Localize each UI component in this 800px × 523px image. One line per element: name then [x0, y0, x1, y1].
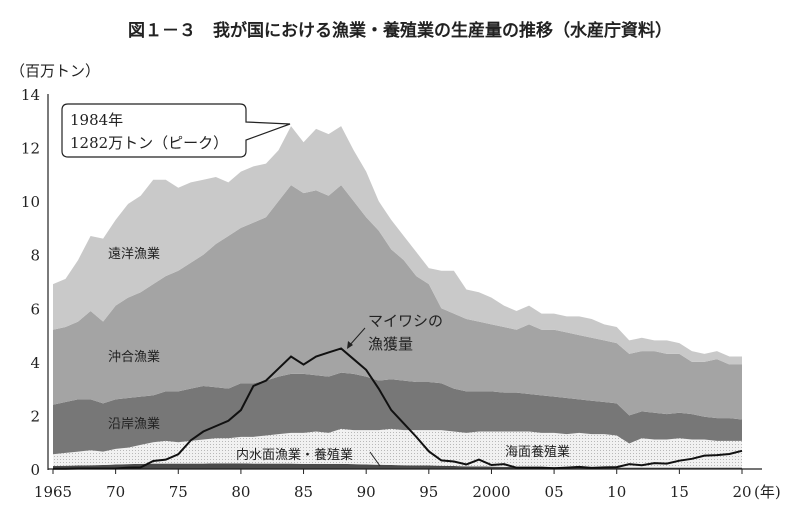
x-tick-label: 75: [169, 483, 188, 501]
y-tick-label: 6: [30, 300, 40, 318]
x-tick-label: 15: [670, 483, 689, 501]
x-tick-label: 20: [732, 483, 751, 501]
label-coastal-fishery: 沿岸漁業: [108, 416, 160, 432]
x-tick-label: 1965: [34, 483, 72, 501]
area-coastal: [53, 372, 742, 455]
peak-callout: 1984年 1282万トン（ピーク）: [61, 103, 291, 158]
y-tick-label: 2: [30, 407, 40, 425]
stacked-areas: [53, 126, 742, 469]
axes: 0 2 4 6 8 10 12 14 1965 70 75 80 85 90 95 2000 05 10 15 20(…: [21, 86, 781, 501]
sardine-line: [53, 347, 743, 470]
sardine-catch-line: [53, 347, 743, 470]
x-tick-label: 70: [106, 483, 125, 501]
sardine-arrow: [348, 327, 366, 347]
x-tick-label: 05: [545, 483, 564, 501]
label-marine-aquaculture: 海面養殖業: [505, 444, 570, 460]
x-tick-label: 85: [294, 483, 313, 501]
x-tick-label: 80: [231, 483, 250, 501]
x-tick-label: 2000: [472, 483, 510, 501]
x-tick-label: 95: [419, 483, 438, 501]
label-sardine-2: 漁獲量: [368, 335, 413, 353]
y-tick-label: 8: [30, 247, 40, 265]
x-tick-label: 10: [607, 483, 626, 501]
y-tick-label: 12: [21, 140, 40, 158]
y-tick-label: 0: [30, 461, 40, 479]
label-inland: 内水面漁業・養殖業: [236, 447, 353, 463]
y-tick-label: 14: [21, 86, 40, 104]
x-tick-label: 90: [357, 483, 376, 501]
callout-box: [61, 103, 291, 158]
peak-value-label: 1282万トン（ピーク）: [70, 134, 228, 152]
chart-title: 図１－３ 我が国における漁業・養殖業の生産量の推移（水産庁資料）: [128, 20, 672, 41]
peak-year-label: 1984年: [70, 111, 123, 129]
y-tick-label: 4: [30, 354, 40, 372]
y-tick-label: 10: [21, 193, 40, 211]
sardine-arrowhead: [347, 341, 353, 349]
area-distant: [53, 126, 742, 365]
label-distant-fishery: 遠洋漁業: [108, 246, 160, 262]
label-sardine-1: マイワシの: [368, 312, 443, 330]
area-marine-aquaculture: [53, 428, 742, 468]
x-axis-unit: (年): [754, 483, 781, 501]
inland-pointer: [369, 451, 381, 467]
label-offshore-fishery: 沖合漁業: [108, 349, 160, 365]
y-axis-unit: （百万トン）: [10, 62, 100, 80]
area-offshore: [53, 185, 742, 420]
